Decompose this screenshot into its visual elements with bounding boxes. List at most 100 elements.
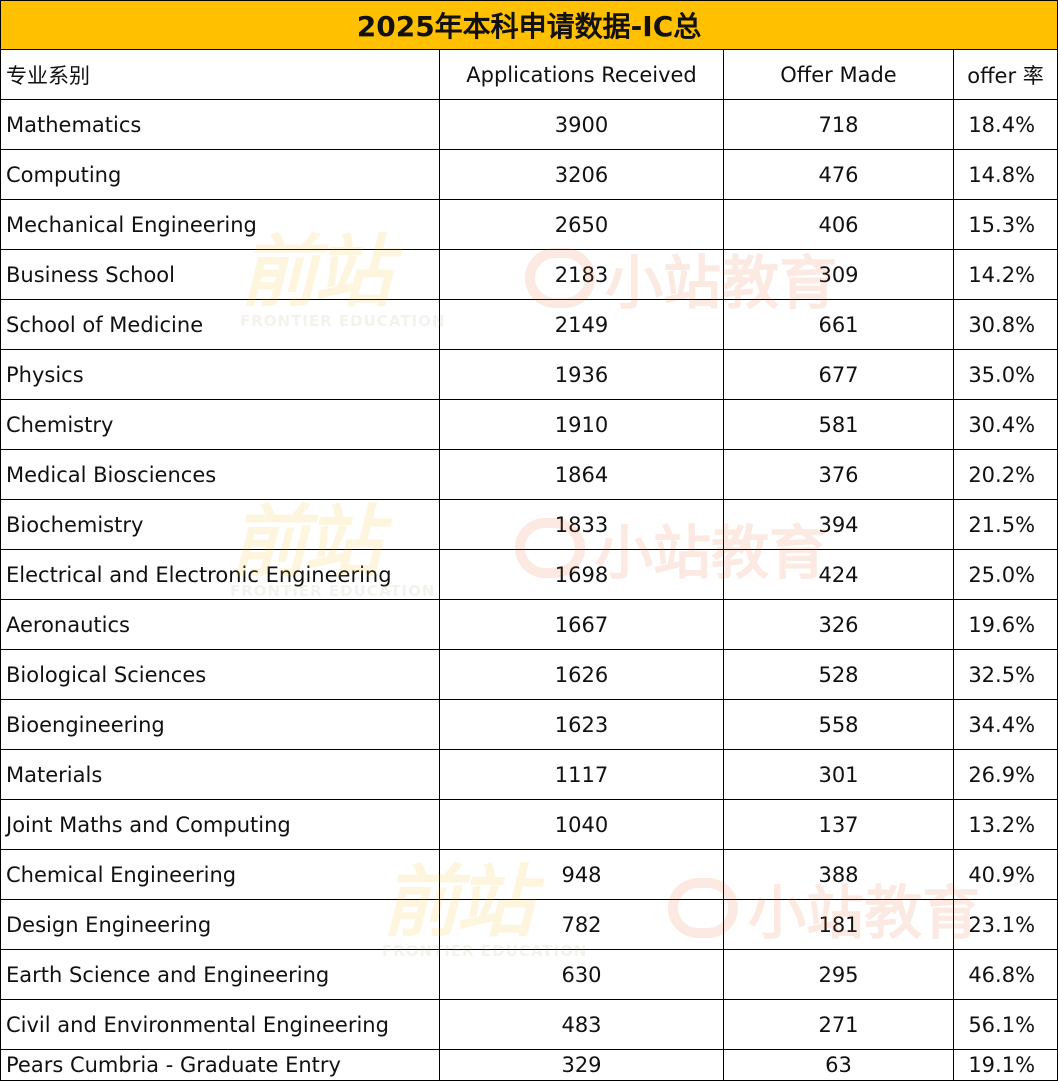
offers-cell[interactable]: 528 <box>723 649 954 700</box>
offer-rate-cell[interactable]: 30.8% <box>952 299 1058 350</box>
table-row: Chemical Engineering 948 388 40.9% <box>0 849 1058 900</box>
offers-cell[interactable]: 394 <box>723 499 954 550</box>
offer-rate-cell[interactable]: 19.6% <box>952 599 1058 650</box>
applications-cell[interactable]: 1698 <box>439 549 724 600</box>
offers-cell[interactable]: 661 <box>723 299 954 350</box>
offers-cell[interactable]: 388 <box>723 849 954 900</box>
table-row: Computing 3206 476 14.8% <box>0 149 1058 200</box>
major-cell[interactable]: Biological Sciences <box>0 649 440 700</box>
offers-cell[interactable]: 181 <box>723 899 954 950</box>
offer-rate-cell[interactable]: 46.8% <box>952 949 1058 1000</box>
offer-rate-cell[interactable]: 35.0% <box>952 349 1058 400</box>
applications-cell[interactable]: 1667 <box>439 599 724 650</box>
applications-cell[interactable]: 782 <box>439 899 724 950</box>
offer-rate-cell[interactable]: 23.1% <box>952 899 1058 950</box>
applications-cell[interactable]: 1623 <box>439 699 724 750</box>
table-row: Aeronautics 1667 326 19.6% <box>0 599 1058 650</box>
major-cell[interactable]: Aeronautics <box>0 599 440 650</box>
header-cell-major[interactable]: 专业系别 <box>0 49 440 100</box>
offer-rate-cell[interactable]: 34.4% <box>952 699 1058 750</box>
table-row: Business School 2183 309 14.2% <box>0 249 1058 300</box>
applications-cell[interactable]: 3206 <box>439 149 724 200</box>
major-cell[interactable]: Business School <box>0 249 440 300</box>
major-cell[interactable]: Mathematics <box>0 99 440 150</box>
offer-rate-cell[interactable]: 30.4% <box>952 399 1058 450</box>
header-cell-offer-rate[interactable]: offer 率 <box>952 49 1058 100</box>
table-row: Mathematics 3900 718 18.4% <box>0 99 1058 150</box>
applications-cell[interactable]: 1864 <box>439 449 724 500</box>
offer-rate-cell[interactable]: 14.2% <box>952 249 1058 300</box>
offers-cell[interactable]: 476 <box>723 149 954 200</box>
offer-rate-cell[interactable]: 18.4% <box>952 99 1058 150</box>
applications-cell[interactable]: 1040 <box>439 799 724 850</box>
table-row: Chemistry 1910 581 30.4% <box>0 399 1058 450</box>
applications-cell[interactable]: 2650 <box>439 199 724 250</box>
table-row: Bioengineering 1623 558 34.4% <box>0 699 1058 750</box>
table-row: Design Engineering 782 181 23.1% <box>0 899 1058 950</box>
offer-rate-cell[interactable]: 25.0% <box>952 549 1058 600</box>
applications-cell[interactable]: 1833 <box>439 499 724 550</box>
major-cell[interactable]: Mechanical Engineering <box>0 199 440 250</box>
header-row: 专业系别 Applications Received Offer Made of… <box>0 49 1058 100</box>
offer-rate-cell[interactable]: 26.9% <box>952 749 1058 800</box>
applications-cell[interactable]: 1910 <box>439 399 724 450</box>
major-cell[interactable]: Electrical and Electronic Engineering <box>0 549 440 600</box>
major-cell[interactable]: School of Medicine <box>0 299 440 350</box>
major-cell[interactable]: Medical Biosciences <box>0 449 440 500</box>
major-cell[interactable]: Pears Cumbria - Graduate Entry <box>0 1049 440 1081</box>
major-cell[interactable]: Chemical Engineering <box>0 849 440 900</box>
offer-rate-cell[interactable]: 13.2% <box>952 799 1058 850</box>
offer-rate-cell[interactable]: 32.5% <box>952 649 1058 700</box>
offers-cell[interactable]: 63 <box>723 1049 954 1081</box>
offer-rate-cell[interactable]: 14.8% <box>952 149 1058 200</box>
offer-rate-cell[interactable]: 21.5% <box>952 499 1058 550</box>
offers-cell[interactable]: 295 <box>723 949 954 1000</box>
offers-cell[interactable]: 137 <box>723 799 954 850</box>
major-cell[interactable]: Joint Maths and Computing <box>0 799 440 850</box>
offers-cell[interactable]: 558 <box>723 699 954 750</box>
major-cell[interactable]: Design Engineering <box>0 899 440 950</box>
table-row: Materials 1117 301 26.9% <box>0 749 1058 800</box>
table-row: Mechanical Engineering 2650 406 15.3% <box>0 199 1058 250</box>
header-cell-applications[interactable]: Applications Received <box>439 49 724 100</box>
applications-cell[interactable]: 329 <box>439 1049 724 1081</box>
offer-rate-cell[interactable]: 40.9% <box>952 849 1058 900</box>
offers-cell[interactable]: 326 <box>723 599 954 650</box>
offer-rate-cell[interactable]: 56.1% <box>952 999 1058 1050</box>
offer-rate-cell[interactable]: 20.2% <box>952 449 1058 500</box>
applications-cell[interactable]: 2149 <box>439 299 724 350</box>
offers-cell[interactable]: 581 <box>723 399 954 450</box>
offers-cell[interactable]: 309 <box>723 249 954 300</box>
major-cell[interactable]: Bioengineering <box>0 699 440 750</box>
offers-cell[interactable]: 718 <box>723 99 954 150</box>
offers-cell[interactable]: 406 <box>723 199 954 250</box>
major-cell[interactable]: Civil and Environmental Engineering <box>0 999 440 1050</box>
offers-cell[interactable]: 271 <box>723 999 954 1050</box>
table-title[interactable]: 2025年本科申请数据-IC总 <box>0 0 1058 50</box>
offer-rate-cell[interactable]: 15.3% <box>952 199 1058 250</box>
offers-cell[interactable]: 376 <box>723 449 954 500</box>
major-cell[interactable]: Physics <box>0 349 440 400</box>
offers-cell[interactable]: 301 <box>723 749 954 800</box>
applications-cell[interactable]: 483 <box>439 999 724 1050</box>
offers-cell[interactable]: 677 <box>723 349 954 400</box>
offer-rate-cell[interactable]: 19.1% <box>952 1049 1058 1081</box>
applications-cell[interactable]: 630 <box>439 949 724 1000</box>
major-cell[interactable]: Materials <box>0 749 440 800</box>
table-row: Physics 1936 677 35.0% <box>0 349 1058 400</box>
offers-cell[interactable]: 424 <box>723 549 954 600</box>
applications-cell[interactable]: 3900 <box>439 99 724 150</box>
major-cell[interactable]: Earth Science and Engineering <box>0 949 440 1000</box>
major-cell[interactable]: Computing <box>0 149 440 200</box>
applications-cell[interactable]: 1626 <box>439 649 724 700</box>
table-row: Medical Biosciences 1864 376 20.2% <box>0 449 1058 500</box>
applications-cell[interactable]: 1936 <box>439 349 724 400</box>
applications-cell[interactable]: 948 <box>439 849 724 900</box>
major-cell[interactable]: Chemistry <box>0 399 440 450</box>
applications-cell[interactable]: 2183 <box>439 249 724 300</box>
major-cell[interactable]: Biochemistry <box>0 499 440 550</box>
header-cell-offers[interactable]: Offer Made <box>723 49 954 100</box>
applications-cell[interactable]: 1117 <box>439 749 724 800</box>
